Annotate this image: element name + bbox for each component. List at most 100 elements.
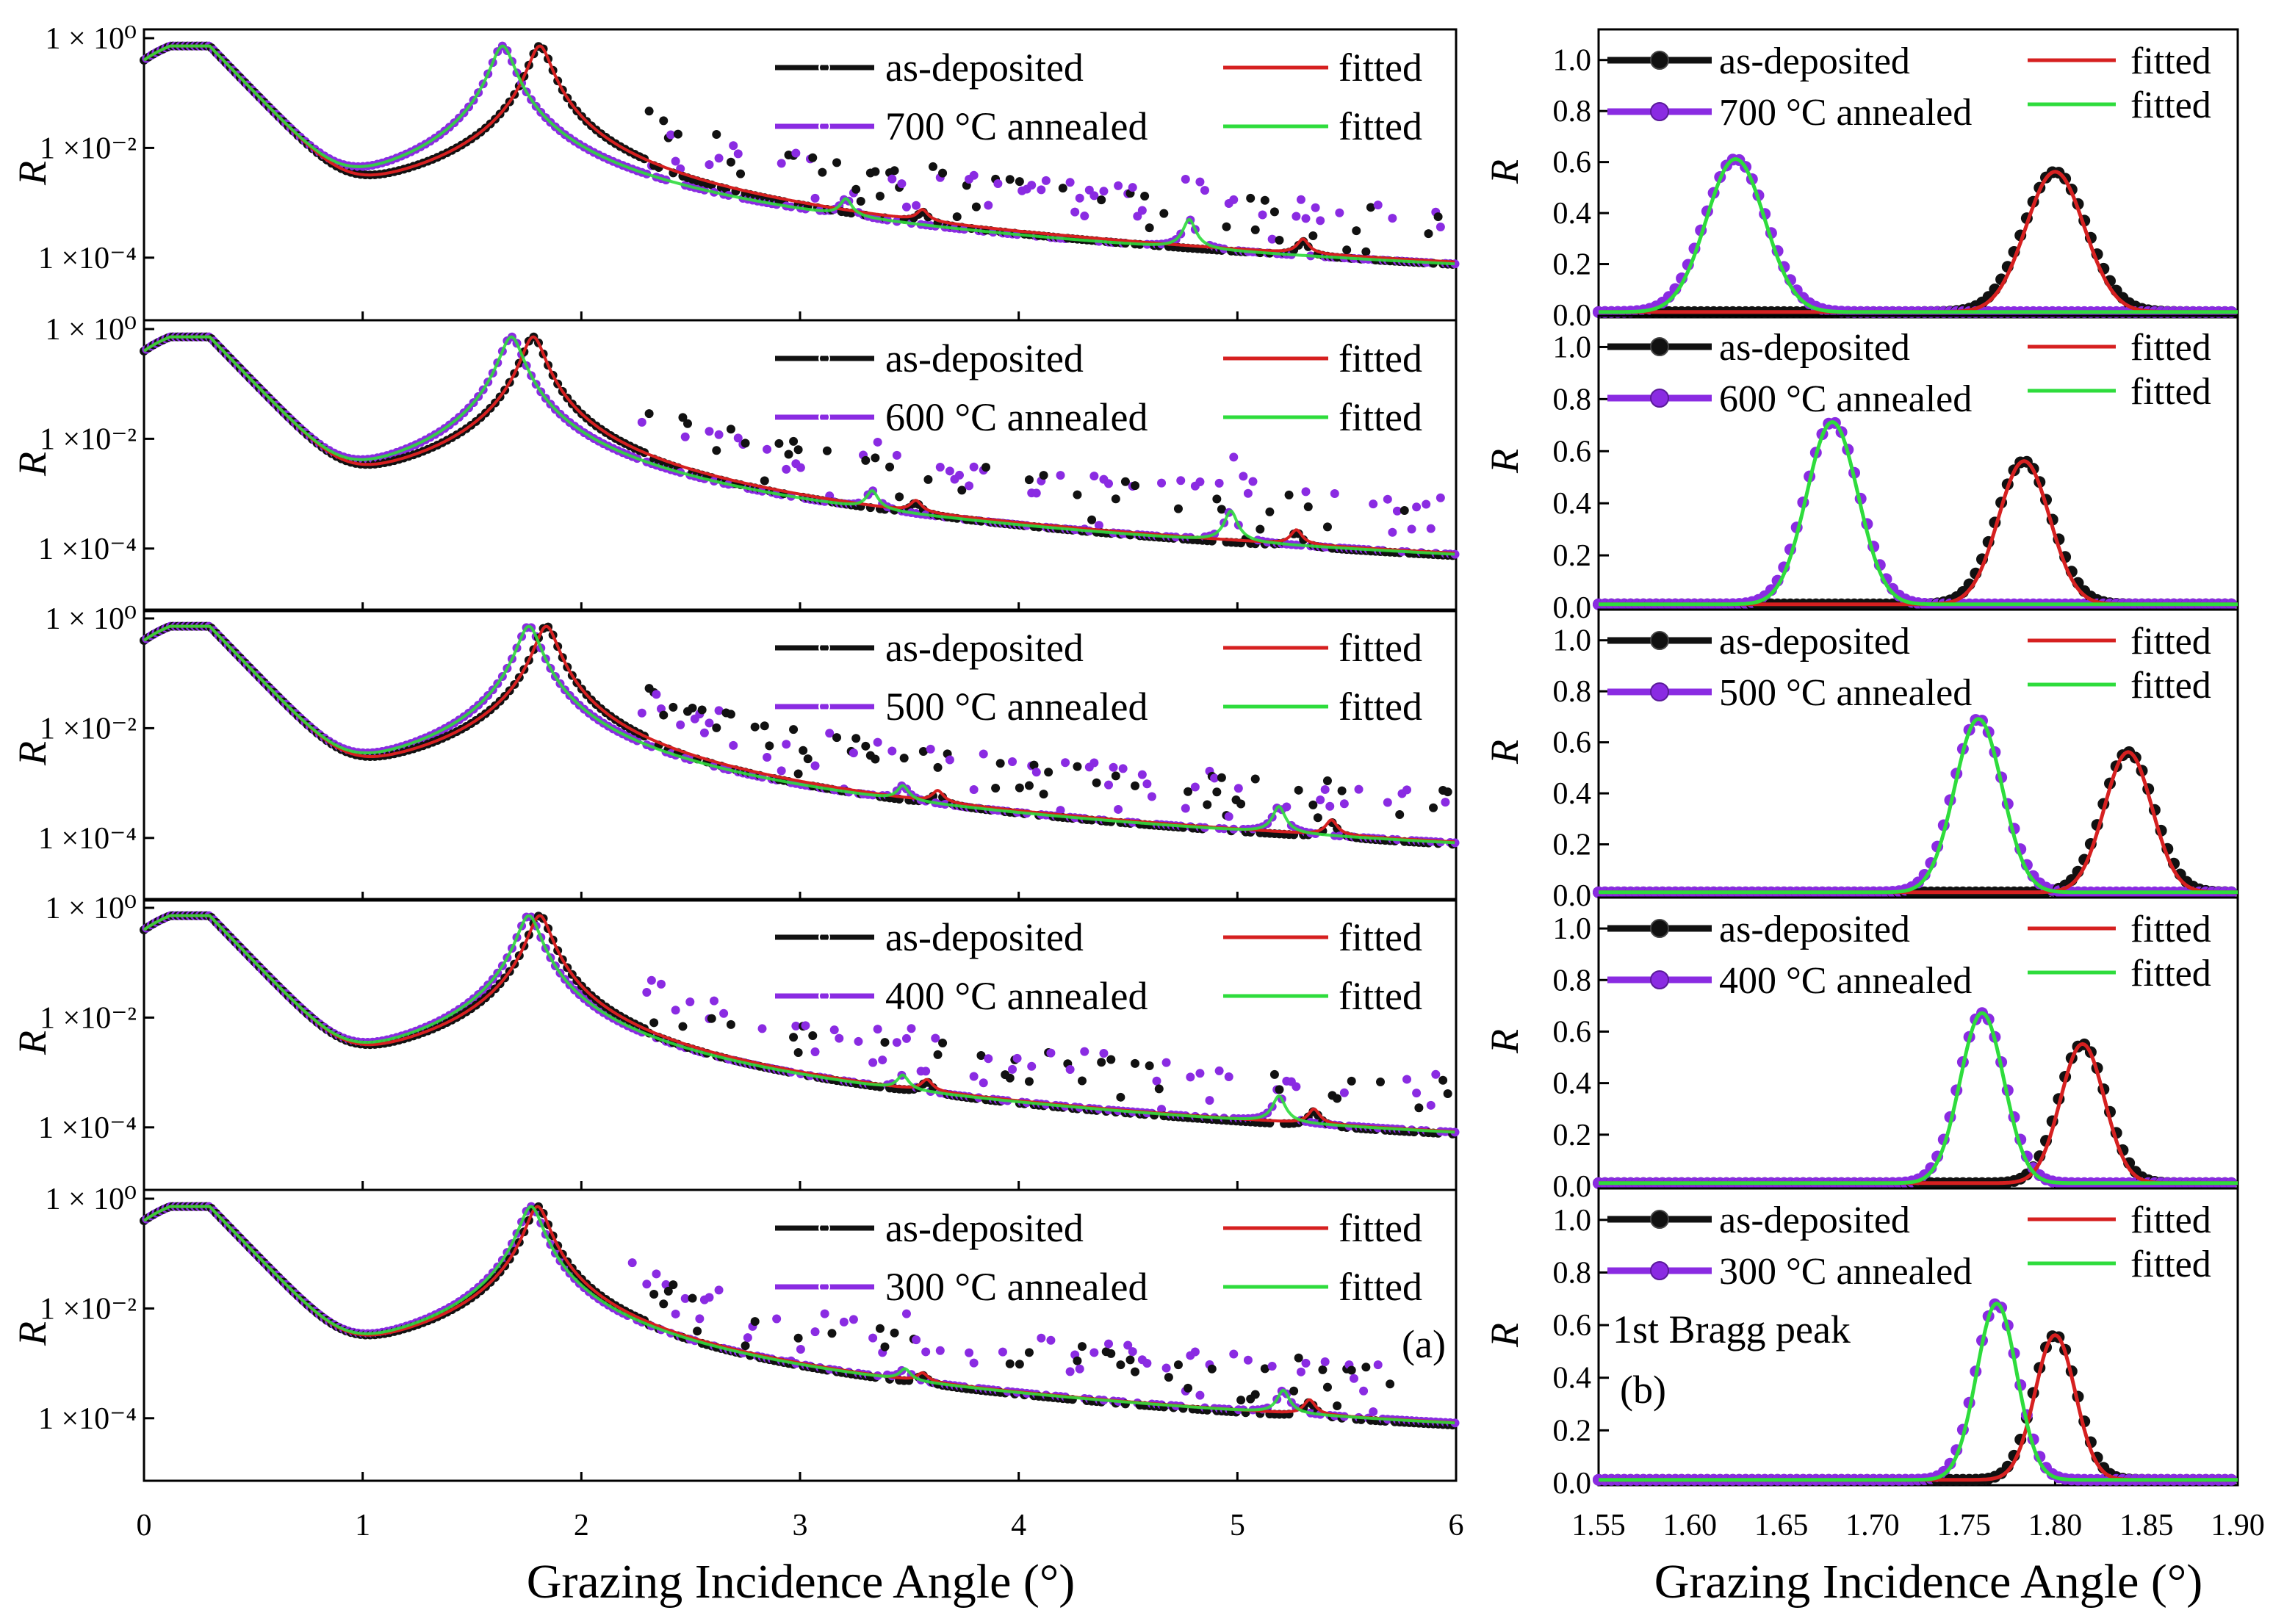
annealed-point — [1426, 524, 1436, 533]
y-tick-label: 0.2 — [1553, 539, 1592, 573]
annealed-point — [965, 1348, 974, 1357]
annealed-point — [1402, 785, 1412, 795]
annealed-fit-line — [1599, 420, 2238, 607]
annealed-point — [1012, 1053, 1022, 1063]
annealed-fit-line — [143, 335, 1455, 556]
as-deposited-point — [736, 169, 746, 178]
annealed-point — [1330, 488, 1339, 498]
as-deposited-point — [1159, 209, 1169, 218]
y-tick-label: 1.0 — [1553, 624, 1592, 658]
annealed-point — [1224, 812, 1233, 821]
annealed-point — [705, 718, 714, 728]
as-deposited-point — [1173, 504, 1183, 513]
annealed-point — [1369, 499, 1378, 509]
annealed-point — [1128, 183, 1137, 192]
annealed-point — [782, 464, 791, 474]
y-tick-label: 1 ×10⁻² — [40, 131, 137, 165]
legend-fit-label: fitted — [2130, 953, 2211, 995]
as-deposited-fit-line — [143, 44, 1455, 264]
annealed-point — [892, 450, 901, 460]
legend-marker — [818, 931, 830, 943]
annealed-point — [777, 766, 786, 776]
annealed-point — [849, 748, 858, 758]
as-deposited-point — [880, 1038, 890, 1047]
annealed-point — [1104, 780, 1114, 790]
as-deposited-point — [726, 1019, 735, 1029]
panel-b-subplot: 0.0 0.2 0.4 0.6 0.8 1.0 Ras-deposited 600 °C an… — [1483, 314, 2239, 625]
as-deposited-point — [856, 196, 865, 206]
legend-annealed-label: 300 °C annealed — [1719, 1251, 1972, 1293]
annealed-point — [733, 149, 743, 159]
as-deposited-point — [976, 1050, 986, 1060]
as-deposited-point — [1313, 813, 1322, 823]
as-deposited-point — [1131, 781, 1140, 790]
legend-annealed-label: 500 °C annealed — [1719, 672, 1972, 714]
annealed-point — [873, 1025, 882, 1034]
annealed-point — [1075, 193, 1084, 203]
panel-a-legend: as-deposited 600 °C annealed fitted fitted — [775, 336, 1422, 439]
as-deposited-point — [793, 445, 803, 455]
as-deposited-point — [1111, 494, 1120, 504]
annealed-point — [1292, 212, 1301, 221]
annealed-point — [1137, 770, 1147, 779]
as-deposited-point — [995, 759, 1005, 768]
annealed-point — [1031, 488, 1041, 498]
annealed-point — [1214, 1066, 1224, 1075]
as-deposited-point — [1275, 1085, 1284, 1094]
annealed-point — [777, 159, 786, 168]
annealed-point — [878, 1055, 887, 1065]
y-tick-label: 1 ×10⁻⁴ — [38, 822, 137, 856]
legend-fit-label: fitted — [1339, 1206, 1422, 1250]
annealed-fit-line — [143, 624, 1455, 845]
as-deposited-point — [1222, 222, 1231, 231]
annealed-point — [901, 1033, 911, 1043]
annealed-point — [984, 1054, 993, 1064]
annealed-point — [820, 1309, 829, 1318]
annealed-point — [680, 1293, 690, 1303]
x-tick-label: 1.75 — [1937, 1509, 1991, 1542]
as-deposited-point — [1024, 781, 1034, 790]
legend-annealed-label: 700 °C annealed — [1719, 92, 1972, 134]
annealed-point — [1065, 1064, 1075, 1074]
annealed-point — [969, 784, 979, 794]
annealed-point — [979, 1078, 988, 1088]
annealed-point — [646, 975, 656, 985]
as-deposited-point — [644, 107, 654, 116]
as-deposited-point — [1106, 1055, 1116, 1064]
legend-fit-label: fitted — [2130, 665, 2211, 707]
annealed-point — [796, 1345, 805, 1354]
x-tick-label: 4 — [1011, 1509, 1026, 1542]
y-tick-label: 1 ×10⁻² — [40, 422, 137, 456]
legend-as-deposited-label: as-deposited — [885, 626, 1084, 670]
as-deposited-point — [669, 1280, 678, 1290]
y-tick-label: 0.4 — [1553, 1067, 1592, 1101]
as-deposited-fit-line — [1599, 750, 2238, 895]
as-deposited-point — [1256, 524, 1265, 534]
annealed-point — [1190, 1347, 1200, 1357]
as-deposited-point — [669, 702, 678, 712]
as-deposited-point — [1284, 490, 1294, 499]
annealed-point — [873, 437, 882, 447]
y-tick-label: 0.6 — [1553, 726, 1592, 760]
annealed-point — [901, 1309, 911, 1318]
as-deposited-point — [1111, 771, 1120, 781]
as-deposited-point — [1145, 1061, 1154, 1070]
annealed-point — [1224, 1072, 1233, 1081]
annealed-point — [825, 729, 835, 738]
annealed-point — [714, 154, 724, 163]
y-tick-label: 0.6 — [1553, 146, 1592, 180]
as-deposited-point — [678, 413, 688, 422]
as-deposited-point — [1217, 505, 1226, 514]
annealed-point — [695, 1314, 705, 1324]
panel-b-label: (b) — [1620, 1368, 1666, 1412]
annealed-point — [1008, 757, 1017, 767]
annealed-point — [887, 746, 897, 756]
annealed-point — [743, 1333, 752, 1343]
annealed-point — [1190, 782, 1200, 792]
as-deposited-point — [1145, 223, 1154, 233]
as-deposited-point — [1044, 768, 1053, 777]
as-deposited-point — [659, 1299, 669, 1309]
as-deposited-point — [789, 725, 799, 735]
y-tick-label: 1.0 — [1553, 1204, 1592, 1238]
